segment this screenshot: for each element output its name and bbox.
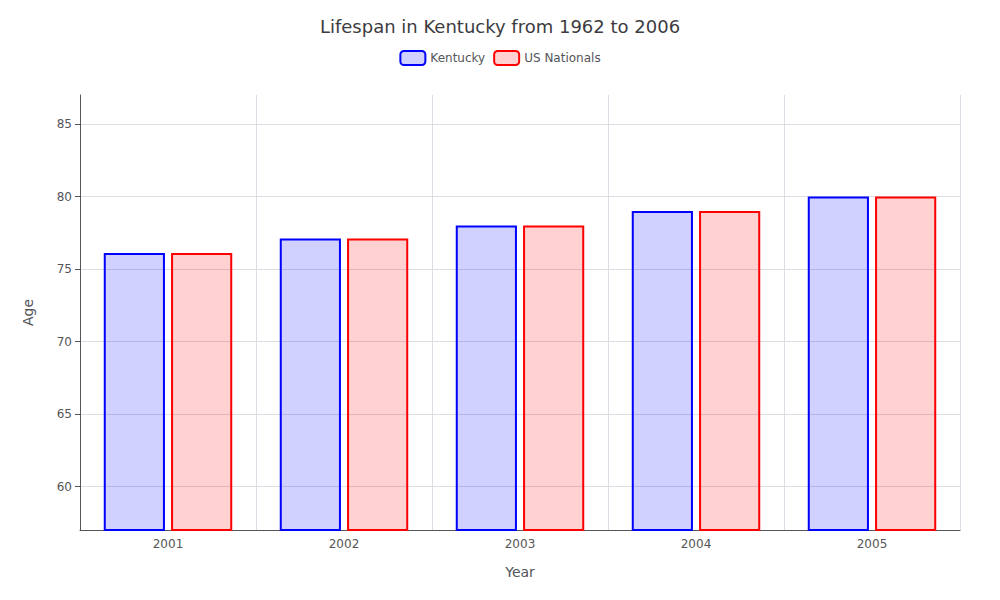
svg-text:2003: 2003 <box>505 537 536 551</box>
svg-text:US Nationals: US Nationals <box>524 51 600 65</box>
svg-text:2001: 2001 <box>153 537 184 551</box>
svg-text:Kentucky: Kentucky <box>430 51 485 65</box>
svg-text:85: 85 <box>57 117 72 131</box>
svg-text:2004: 2004 <box>681 537 712 551</box>
svg-text:60: 60 <box>57 480 72 494</box>
svg-text:Age: Age <box>20 299 36 326</box>
svg-text:75: 75 <box>57 262 72 276</box>
svg-text:80: 80 <box>57 190 72 204</box>
svg-text:Year: Year <box>504 564 535 580</box>
svg-text:2005: 2005 <box>857 537 888 551</box>
svg-text:2002: 2002 <box>329 537 360 551</box>
svg-text:70: 70 <box>57 335 72 349</box>
svg-text:Lifespan in Kentucky from 1962: Lifespan in Kentucky from 1962 to 2006 <box>320 16 680 37</box>
svg-text:65: 65 <box>57 407 72 421</box>
